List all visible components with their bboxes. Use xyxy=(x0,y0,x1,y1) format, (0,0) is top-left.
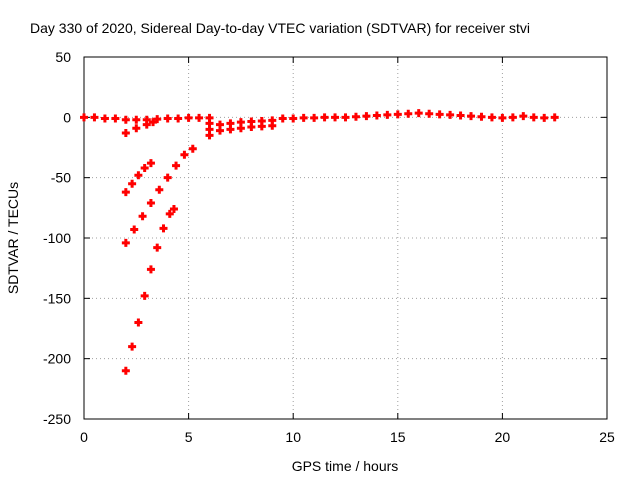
data-point xyxy=(414,109,423,118)
data-point xyxy=(278,114,287,123)
data-point xyxy=(362,112,371,121)
x-axis-label: GPS time / hours xyxy=(292,458,399,474)
data-point xyxy=(195,113,204,122)
data-point xyxy=(121,366,130,375)
data-point xyxy=(226,119,235,128)
data-point xyxy=(146,265,155,274)
y-tick-label: 0 xyxy=(63,109,71,125)
data-point xyxy=(289,114,298,123)
data-point xyxy=(132,115,141,124)
data-point xyxy=(146,199,155,208)
data-point xyxy=(215,120,224,129)
y-tick-label: -150 xyxy=(43,290,71,306)
data-point xyxy=(467,112,476,121)
data-point xyxy=(299,113,308,122)
data-point xyxy=(383,110,392,119)
data-point xyxy=(169,205,178,214)
data-point xyxy=(149,118,158,127)
data-point xyxy=(165,209,174,218)
data-point xyxy=(446,110,455,119)
data-point xyxy=(351,112,360,121)
data-point xyxy=(128,179,137,188)
grid xyxy=(84,57,607,419)
x-tick-label: 5 xyxy=(185,429,193,445)
x-tick-label: 25 xyxy=(599,429,615,445)
y-tick-label: -200 xyxy=(43,351,71,367)
data-point xyxy=(550,113,559,122)
data-point xyxy=(331,113,340,122)
data-point xyxy=(121,115,130,124)
data-point xyxy=(393,110,402,119)
y-axis-label: SDTVAR / TECUs xyxy=(5,182,21,294)
data-point xyxy=(142,120,151,129)
data-point xyxy=(180,150,189,159)
data-point xyxy=(425,109,434,118)
data-point xyxy=(487,113,496,122)
data-point xyxy=(146,159,155,168)
data-point xyxy=(184,113,193,122)
x-tick-label: 0 xyxy=(80,429,88,445)
x-tick-label: 20 xyxy=(495,429,511,445)
data-point xyxy=(90,113,99,122)
data-point xyxy=(257,116,266,125)
y-tick-label: -50 xyxy=(51,170,71,186)
data-point xyxy=(498,113,507,122)
data-point xyxy=(140,291,149,300)
data-point xyxy=(247,117,256,126)
data-point xyxy=(310,113,319,122)
data-point xyxy=(172,161,181,170)
data-point xyxy=(153,115,162,124)
data-point xyxy=(153,243,162,252)
data-point xyxy=(456,111,465,120)
data-point xyxy=(205,119,214,128)
data-point xyxy=(80,113,88,122)
data-point xyxy=(155,185,164,194)
data-point xyxy=(121,238,130,247)
data-point xyxy=(163,173,172,182)
y-tick-label: -100 xyxy=(43,230,71,246)
data-point xyxy=(100,114,109,123)
data-point xyxy=(128,342,137,351)
data-point xyxy=(121,188,130,197)
data-point xyxy=(159,224,168,233)
y-tick-label: 50 xyxy=(55,49,71,65)
data-point xyxy=(140,164,149,173)
data-point xyxy=(121,129,130,138)
axis-ticks: 0 5 10 15 20 25 -250 -200 -150 -100 -50 0 50 xyxy=(43,49,615,445)
data-point xyxy=(134,318,143,327)
data-point xyxy=(320,113,329,122)
data-point xyxy=(435,110,444,119)
data-point xyxy=(134,171,143,180)
data-point xyxy=(404,109,413,118)
data-point xyxy=(508,113,517,122)
data-point xyxy=(163,114,172,123)
data-point xyxy=(138,212,147,221)
data-point xyxy=(529,113,538,122)
data-point xyxy=(236,118,245,127)
y-tick-label: -250 xyxy=(43,411,71,427)
data-point xyxy=(130,225,139,234)
data-marks xyxy=(80,109,559,375)
data-point xyxy=(268,116,277,125)
data-point xyxy=(188,144,197,153)
data-point xyxy=(540,113,549,122)
data-point xyxy=(341,113,350,122)
data-point xyxy=(477,112,486,121)
data-point xyxy=(111,114,120,123)
data-point xyxy=(174,114,183,123)
x-tick-label: 15 xyxy=(390,429,406,445)
chart-title: Day 330 of 2020, Sidereal Day-to-day VTE… xyxy=(30,20,530,36)
data-point xyxy=(519,112,528,121)
data-point xyxy=(372,111,381,120)
data-point xyxy=(132,124,141,133)
x-tick-label: 10 xyxy=(285,429,301,445)
